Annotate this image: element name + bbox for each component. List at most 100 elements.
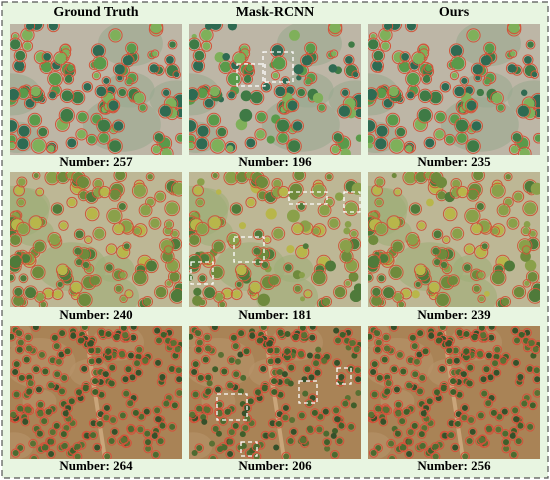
tree-detection: [527, 287, 540, 304]
tree: [32, 139, 46, 153]
tree-detection: [486, 393, 497, 403]
tree: [130, 326, 137, 330]
tree: [224, 408, 231, 415]
tree-detection: [291, 222, 304, 236]
tree: [199, 275, 206, 282]
tree-detection: [158, 103, 173, 119]
tree: [277, 329, 284, 336]
image-content: [189, 326, 361, 459]
tree: [189, 120, 197, 132]
tree-detection: [464, 436, 475, 446]
tree: [527, 423, 534, 430]
tree-detection: [159, 146, 174, 155]
tree: [204, 24, 213, 30]
tree: [155, 337, 162, 344]
tree-detection: [15, 403, 25, 414]
tree-detection: [113, 172, 127, 182]
tree: [192, 361, 199, 368]
tree: [227, 438, 234, 445]
tree: [239, 401, 246, 408]
tree: [344, 246, 351, 253]
tree: [292, 224, 303, 234]
tree: [493, 369, 500, 376]
tree: [407, 233, 418, 245]
tree: [189, 142, 194, 149]
tree: [61, 374, 68, 381]
column-header: Mask-RCNN: [236, 5, 315, 20]
tree: [20, 275, 27, 282]
tree-detection: [395, 350, 405, 360]
tree-detection: [351, 344, 361, 355]
tree: [143, 408, 150, 415]
tree-detection: [92, 442, 102, 453]
tree-detection: [247, 331, 257, 341]
tree-detection: [149, 24, 164, 35]
image-content: [10, 172, 182, 307]
tree: [216, 410, 223, 417]
tree: [94, 228, 105, 239]
tree-detection: [68, 331, 78, 341]
tree: [368, 411, 375, 418]
tree-detection: [368, 253, 382, 270]
tree: [247, 398, 254, 405]
tree-detection: [10, 409, 19, 420]
tree-detection: [503, 196, 514, 208]
tree-detection: [232, 51, 247, 66]
tree: [503, 445, 510, 452]
tree: [389, 455, 396, 459]
tree: [53, 343, 60, 350]
tree-detection: [314, 424, 325, 435]
tree-detection: [202, 285, 217, 300]
tree-detection: [31, 364, 41, 374]
tree: [174, 72, 180, 78]
tree: [75, 259, 83, 266]
tree: [236, 265, 247, 276]
tree: [312, 184, 326, 197]
tree-detection: [31, 326, 41, 332]
tree: [501, 408, 508, 415]
tree-detection: [328, 24, 343, 35]
tree: [59, 330, 66, 337]
tree-detection: [370, 286, 383, 298]
tree: [421, 424, 428, 431]
tree-detection: [131, 408, 141, 418]
tree-detection: [138, 203, 153, 218]
missed-region-box: [216, 393, 248, 421]
count-caption: Number: 206: [238, 458, 312, 473]
tree: [129, 374, 136, 381]
tree: [288, 364, 295, 371]
tree-detection: [388, 264, 404, 280]
tree-detection: [152, 405, 162, 416]
tree: [383, 24, 392, 30]
tree: [372, 60, 383, 72]
tree-detection: [522, 54, 534, 66]
tree: [236, 281, 242, 288]
tree-detection: [419, 408, 429, 419]
tree: [90, 432, 97, 439]
tree-detection: [90, 376, 100, 386]
tree-detection: [260, 383, 270, 394]
tree-detection: [126, 423, 136, 434]
tree-detection: [468, 427, 478, 437]
tree-detection: [84, 206, 100, 222]
tree-detection: [157, 421, 168, 431]
tree: [137, 426, 144, 433]
tree-detection: [24, 386, 35, 397]
tree: [445, 340, 452, 347]
tree-detection: [346, 422, 356, 432]
tree: [269, 432, 276, 439]
tree: [417, 388, 424, 395]
tree: [227, 72, 241, 86]
tree: [68, 198, 76, 207]
tree: [534, 134, 540, 142]
tree: [432, 247, 440, 255]
tree-detection: [515, 421, 526, 431]
tree: [425, 138, 435, 148]
tree: [133, 184, 147, 197]
tree: [376, 374, 383, 381]
tree: [287, 380, 294, 387]
tree-detection: [351, 70, 360, 79]
tree-detection: [489, 182, 506, 199]
tree-detection: [16, 197, 26, 208]
tree: [426, 398, 433, 405]
